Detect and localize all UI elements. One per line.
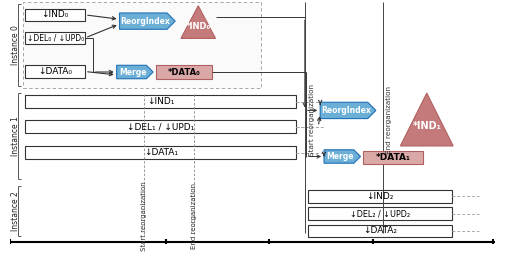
Text: Start reorganization: Start reorganization [141,181,147,251]
Text: ↓IND₂: ↓IND₂ [366,192,393,201]
Text: ReorgIndex: ReorgIndex [321,106,371,115]
Polygon shape [117,65,153,79]
Bar [25,146,296,159]
Text: ↓IND₁: ↓IND₁ [147,97,175,106]
Bar [25,65,85,78]
Text: *DATA₁: *DATA₁ [376,153,411,162]
Text: *IND₁: *IND₁ [413,121,441,131]
Text: ↓DATA₂: ↓DATA₂ [363,226,397,235]
Bar [308,225,452,237]
Bar [25,120,296,133]
Text: ↓DEL₁ / ↓UPD₁: ↓DEL₁ / ↓UPD₁ [127,122,194,131]
Bar [25,32,85,44]
Bar [25,9,85,21]
Text: Instance 2: Instance 2 [11,191,20,231]
Bar [25,95,296,108]
Text: ↓DATA₁: ↓DATA₁ [144,148,178,157]
Bar [308,190,452,203]
Text: Merge: Merge [327,152,354,161]
Polygon shape [320,102,376,118]
Text: *IND₀: *IND₀ [186,22,211,31]
Text: Start reorganization: Start reorganization [309,84,315,156]
Bar [364,151,423,164]
Polygon shape [181,6,216,38]
Text: *DATA₀: *DATA₀ [168,68,200,77]
Text: ↓DATA₀: ↓DATA₀ [38,67,72,76]
Bar [23,2,261,88]
Polygon shape [400,93,453,146]
Polygon shape [324,150,361,163]
Text: End reorganization: End reorganization [386,86,392,154]
Text: ↓IND₀: ↓IND₀ [41,10,69,19]
Polygon shape [120,13,175,29]
Text: ReorgIndex: ReorgIndex [121,17,170,26]
Text: Merge: Merge [119,68,147,77]
Text: Instance 1: Instance 1 [11,116,20,156]
Bar [308,207,452,220]
Bar [156,65,212,79]
Text: End reorganization: End reorganization [191,183,197,249]
Text: ↓DEL₂ / ↓UPD₂: ↓DEL₂ / ↓UPD₂ [349,209,410,218]
Text: Instance 0: Instance 0 [11,25,20,65]
Text: ↓DEL₀ / ↓UPD₀: ↓DEL₀ / ↓UPD₀ [27,33,84,42]
